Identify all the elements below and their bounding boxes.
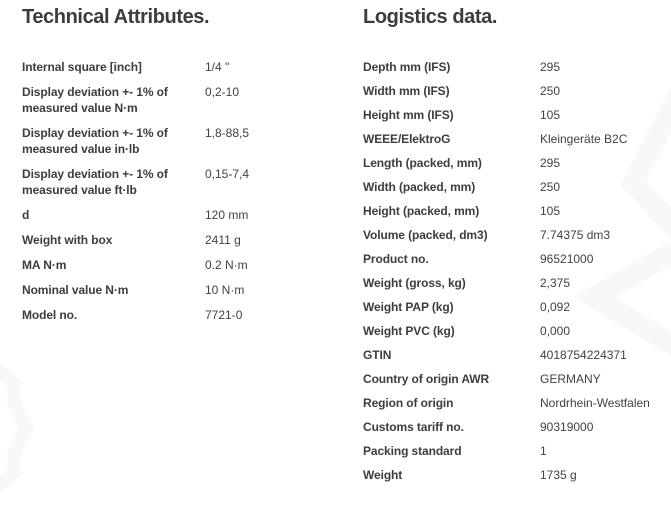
spec-label: Weight with box <box>22 233 113 247</box>
technical-attributes-title: Technical Attributes. <box>22 6 210 28</box>
spec-label: Weight PAP (kg) <box>363 300 454 314</box>
spec-value: 1 <box>540 444 547 458</box>
spec-label: Customs tariff no. <box>363 420 464 434</box>
spec-label: Model no. <box>22 308 78 322</box>
spec-label: Internal square [inch] <box>22 60 142 74</box>
spec-value: 7.74375 dm3 <box>540 228 611 242</box>
spec-value: 96521000 <box>540 252 594 266</box>
spec-value: 1735 g <box>540 468 577 482</box>
spec-label: Weight <box>363 468 403 482</box>
section-logistics-data: Logistics data. Depth mm (IFS) 295 Width m… <box>363 5 669 483</box>
spec-value: 0,092 <box>540 300 571 314</box>
spec-value: Kleingeräte B2C <box>540 132 628 146</box>
spec-value: 4018754224371 <box>540 348 627 362</box>
spec-value: 0,15-7,4 <box>205 167 250 181</box>
spec-label: WEEE/ElektroG <box>363 132 451 146</box>
spec-value: 90319000 <box>540 420 594 434</box>
spec-value: 295 <box>540 156 561 170</box>
hex-brace-watermark-icon <box>0 363 35 493</box>
spec-label: Product no. <box>363 252 429 266</box>
spec-label: Country of origin AWR <box>363 372 490 386</box>
spec-label: Packing standard <box>363 444 462 458</box>
spec-value: 2,375 <box>540 276 571 290</box>
spec-label: Width mm (IFS) <box>363 84 450 98</box>
spec-value: GERMANY <box>540 372 601 386</box>
spec-label: Height (packed, mm) <box>363 204 480 218</box>
section-technical-attributes: Technical Attributes. Internal square [i… <box>22 5 338 323</box>
spec-label: Weight (gross, kg) <box>363 276 466 290</box>
spec-value: 7721-0 <box>205 308 243 322</box>
spec-value: 10 N·m <box>205 283 245 297</box>
spec-value: 0,2-10 <box>205 85 240 99</box>
spec-value: 1,8-88,5 <box>205 126 250 140</box>
spec-value: 250 <box>540 84 561 98</box>
spec-label: Height mm (IFS) <box>363 108 454 122</box>
technical-attributes-table: Internal square [inch] 1/4 " Display devia… <box>22 59 338 323</box>
spec-value: 250 <box>540 180 561 194</box>
spec-value: 105 <box>540 108 561 122</box>
spec-label: Display deviation +- 1% of measured valu… <box>22 167 168 197</box>
spec-label: Region of origin <box>363 396 454 410</box>
spec-label: GTIN <box>363 348 392 362</box>
spec-label: Width (packed, mm) <box>363 180 476 194</box>
spec-label: Length (packed, mm) <box>363 156 482 170</box>
spec-label: Nominal value N·m <box>22 283 129 297</box>
spec-value: 295 <box>540 60 561 74</box>
spec-value: Nordrhein-Westfalen <box>540 396 650 410</box>
logistics-data-title: Logistics data. <box>363 6 498 28</box>
spec-value: 105 <box>540 204 561 218</box>
spec-label: Volume (packed, dm3) <box>363 228 488 242</box>
spec-label: Display deviation +- 1% of measured valu… <box>22 85 168 115</box>
spec-value: 1/4 " <box>205 60 230 74</box>
logistics-data-table: Depth mm (IFS) 295 Width mm (IFS) 250 Height… <box>363 59 669 483</box>
spec-label: d <box>22 208 30 222</box>
spec-value: 0.2 N·m <box>205 258 248 272</box>
spec-label: Display deviation +- 1% of measured valu… <box>22 126 168 156</box>
spec-label: Depth mm (IFS) <box>363 60 451 74</box>
spec-label: MA N·m <box>22 258 67 272</box>
spec-value: 2411 g <box>205 233 241 247</box>
spec-label: Weight PVC (kg) <box>363 324 455 338</box>
spec-value: 120 mm <box>205 208 249 222</box>
spec-value: 0,000 <box>540 324 571 338</box>
